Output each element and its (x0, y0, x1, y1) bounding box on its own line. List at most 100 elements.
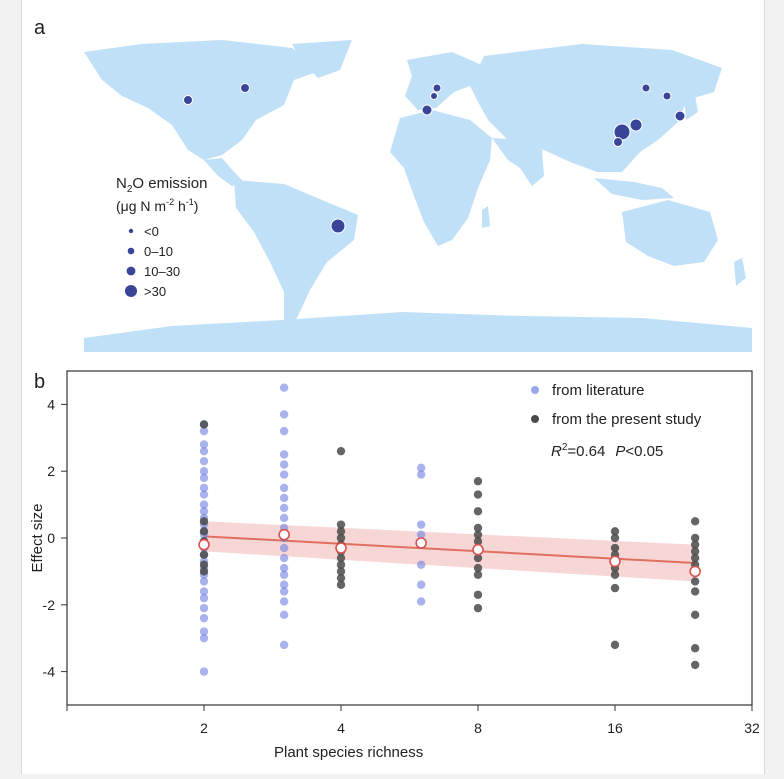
legend-class-1: <0 (144, 224, 159, 239)
emission-sites (183, 83, 686, 234)
y-tick-label: 4 (47, 396, 55, 412)
mean-marker (198, 538, 210, 551)
literature-point (279, 587, 289, 596)
y-tick-label: -2 (43, 597, 56, 613)
literature-point (199, 467, 209, 476)
mean-markers (198, 528, 701, 578)
literature-point (279, 503, 289, 513)
literature-point (279, 597, 289, 606)
literature-point (416, 530, 426, 539)
mean-marker (335, 542, 347, 554)
figure-svg: a N2O emission (μg N m-2 h-1) (29, 17, 760, 761)
present-study-point (690, 540, 700, 549)
present-study-point (473, 570, 483, 579)
legend-dot-2 (127, 247, 135, 255)
present-study-point (610, 583, 620, 593)
site-marker (613, 137, 623, 147)
present-study-point (473, 553, 483, 563)
y-tick-label: 0 (47, 530, 55, 546)
present-study-point (336, 580, 346, 589)
panel-a-label: a (34, 17, 46, 39)
mean-marker (689, 565, 701, 578)
legend-dot-1 (128, 228, 134, 234)
confidence-band (203, 521, 696, 582)
y-tick-label: -4 (43, 664, 56, 680)
literature-point (279, 383, 289, 392)
panel-b-label: b (34, 371, 45, 393)
site-marker (421, 104, 433, 116)
legend-title: N2O emission (116, 175, 207, 195)
literature-point (279, 513, 289, 523)
literature-point (416, 463, 426, 473)
literature-point (279, 450, 289, 459)
legend-label-present: from the present study (552, 411, 702, 428)
mean-marker (415, 537, 427, 549)
literature-point (199, 500, 209, 509)
ci-band (204, 521, 696, 582)
literature-point (199, 627, 209, 636)
literature-point (199, 603, 209, 613)
literature-point (199, 667, 209, 676)
site-marker (662, 91, 672, 101)
literature-point (199, 426, 209, 436)
literature-point (279, 426, 289, 436)
site-marker (432, 83, 442, 93)
mean-marker (609, 555, 621, 568)
present-study-point (199, 550, 209, 559)
present-study-point (610, 640, 620, 650)
literature-point (199, 577, 209, 586)
world-map (84, 40, 752, 352)
literature-point (279, 470, 289, 479)
present-study-point (690, 644, 700, 653)
literature-point (279, 563, 289, 573)
present-study-point (199, 567, 209, 576)
present-study-point (336, 527, 346, 536)
present-study-point (199, 420, 209, 429)
present-study-point (690, 610, 700, 620)
present-study-point (473, 537, 483, 546)
present-study-point (610, 543, 620, 553)
present-study-point (473, 523, 483, 533)
literature-point (199, 446, 209, 456)
present-study-point (690, 547, 700, 556)
present-study-point (336, 553, 346, 563)
literature-point (279, 493, 289, 503)
literature-point (199, 507, 209, 516)
chart-legend: from literature from the present study R… (531, 382, 702, 460)
site-marker (430, 92, 438, 100)
site-marker (330, 218, 346, 234)
literature-point (279, 410, 289, 419)
legend-label-literature: from literature (552, 382, 645, 399)
present-study-point (690, 533, 700, 543)
present-study-point (473, 603, 483, 613)
x-tick-label: 8 (474, 720, 482, 736)
present-study-point (336, 567, 346, 576)
site-marker (240, 83, 250, 93)
figure: a N2O emission (μg N m-2 h-1) (21, 0, 765, 774)
legend-class-2: 0–10 (144, 244, 173, 259)
literature-point (199, 634, 209, 643)
literature-point (199, 613, 209, 623)
literature-point (279, 640, 289, 650)
legend-dot-3 (126, 266, 136, 276)
legend-marker-present (531, 415, 539, 423)
present-study-point (199, 527, 209, 536)
literature-point (416, 560, 426, 569)
literature-point (416, 470, 426, 479)
legend-marker-literature (531, 386, 539, 394)
literature-point (199, 440, 209, 449)
emission-legend: N2O emission (μg N m-2 h-1) <0 0–10 10–3… (116, 175, 207, 299)
y-tick-label: 2 (47, 463, 55, 479)
present-study-point (690, 553, 700, 563)
present-study-point (336, 533, 346, 543)
legend-unit: (μg N m-2 h-1) (116, 197, 198, 214)
present-study-point (336, 573, 346, 583)
mean-marker (278, 528, 290, 541)
literature-point (279, 610, 289, 620)
x-tick-label: 4 (337, 720, 345, 736)
x-tick-label: 16 (607, 720, 623, 736)
data-points (199, 383, 700, 676)
literature-point (199, 587, 209, 596)
x-tick-label: 2 (200, 720, 208, 736)
present-study-point (690, 660, 700, 670)
